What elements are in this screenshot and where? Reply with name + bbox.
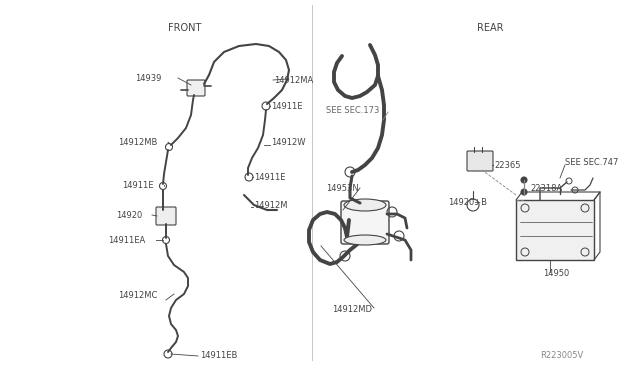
FancyBboxPatch shape (341, 201, 389, 244)
Text: 14912M: 14912M (254, 201, 287, 209)
Text: 14911E: 14911E (271, 102, 303, 110)
Text: 14920: 14920 (116, 211, 142, 219)
Text: 14950: 14950 (543, 269, 569, 279)
Text: 14912MB: 14912MB (118, 138, 157, 147)
Text: 14911E: 14911E (254, 173, 285, 182)
FancyBboxPatch shape (516, 200, 594, 260)
Text: 22365: 22365 (494, 160, 520, 170)
Text: R223005V: R223005V (540, 350, 583, 359)
Text: 14920+B: 14920+B (448, 198, 487, 206)
Circle shape (521, 177, 527, 183)
Text: 14911E: 14911E (122, 180, 154, 189)
Text: SEE SEC.747: SEE SEC.747 (565, 157, 618, 167)
Ellipse shape (344, 199, 386, 211)
Circle shape (521, 189, 527, 195)
Text: 14912MA: 14912MA (274, 76, 313, 84)
Text: 14939: 14939 (135, 74, 161, 83)
Text: 14953N: 14953N (326, 183, 359, 192)
Text: REAR: REAR (477, 23, 503, 33)
Text: 14912W: 14912W (271, 138, 305, 147)
Text: 14911EA: 14911EA (108, 235, 145, 244)
Text: FRONT: FRONT (168, 23, 202, 33)
Text: 14912MD: 14912MD (332, 305, 372, 314)
FancyBboxPatch shape (467, 151, 493, 171)
Text: SEE SEC.173: SEE SEC.173 (326, 106, 380, 115)
Ellipse shape (344, 235, 386, 245)
FancyBboxPatch shape (156, 207, 176, 225)
Text: 14911EB: 14911EB (200, 352, 237, 360)
Text: 14912MC: 14912MC (118, 292, 157, 301)
FancyBboxPatch shape (187, 80, 205, 96)
Text: 22318A: 22318A (530, 183, 563, 192)
